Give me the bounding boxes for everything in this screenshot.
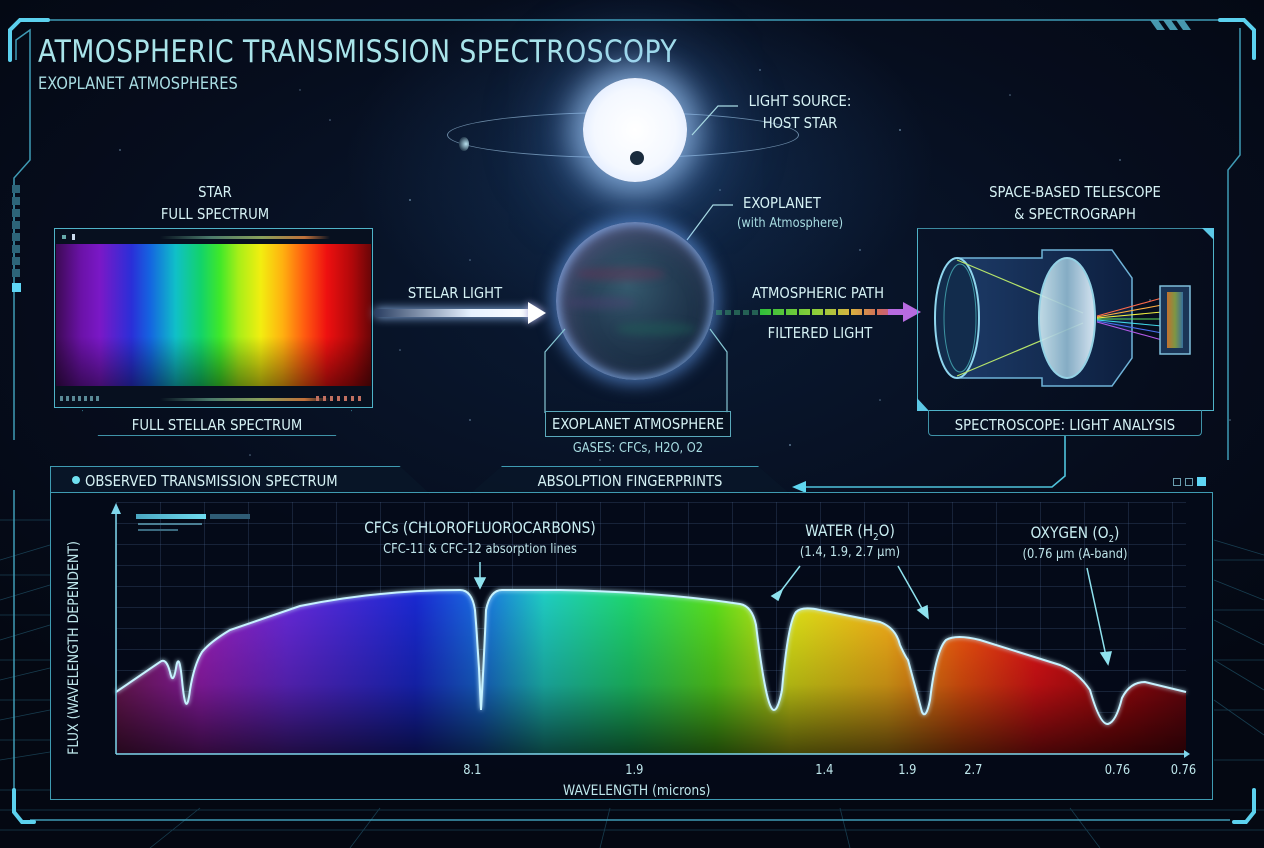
exoplanet-label: EXOPLANET bbox=[743, 194, 821, 212]
page-dot-2[interactable] bbox=[1185, 478, 1193, 486]
stellar-light-beam bbox=[375, 309, 535, 317]
analysis-connector-arrow bbox=[792, 436, 1066, 493]
filtered-light-label: FILTERED LIGHT bbox=[767, 324, 873, 342]
page-subtitle: EXOPLANET ATMOSPHERES bbox=[38, 74, 238, 94]
stellar-light-label: STELAR LIGHT bbox=[407, 284, 503, 302]
cfc-annotation-sub: CFC-11 & CFC-12 absorption lines bbox=[383, 542, 577, 557]
chart-readout-bar-2 bbox=[210, 514, 250, 519]
x-tick-label: 8.1 bbox=[463, 763, 482, 778]
spectrum-top-status-bar bbox=[160, 236, 330, 239]
exoplanet-sphere bbox=[556, 222, 714, 380]
star-leader-line bbox=[691, 105, 738, 136]
exoplanet-atmosphere-box bbox=[545, 411, 731, 437]
tab-observed-transmission-spectrum[interactable] bbox=[50, 466, 430, 494]
x-tick-label: 1.9 bbox=[898, 763, 917, 778]
tab-indicator-dot bbox=[72, 476, 80, 484]
atmospheric-path-label: ATMOSPHERIC PATH bbox=[751, 284, 885, 302]
telescope-heading-1: SPACE-BASED TELESCOPE bbox=[989, 183, 1161, 201]
telescope-illustration bbox=[917, 228, 1214, 411]
x-tick-label: 2.7 bbox=[964, 763, 983, 778]
oxygen-annotation-sub: (0.76 µm (A-band) bbox=[1022, 547, 1128, 562]
stellar-spectrum-gradient bbox=[56, 244, 371, 386]
orbiting-moon bbox=[459, 137, 469, 151]
exoplanet-atmosphere-title: EXOPLANET ATMOSPHERE bbox=[551, 415, 725, 433]
page-dot-3-active[interactable] bbox=[1197, 477, 1206, 486]
chart-readout-line bbox=[138, 523, 202, 525]
star-spectrum-heading-1: STAR bbox=[198, 183, 232, 201]
telescope-caption-tab bbox=[928, 410, 1202, 436]
host-star-label-2: HOST STAR bbox=[762, 114, 838, 132]
x-tick-label: 1.9 bbox=[625, 763, 644, 778]
telescope-heading-2: & SPECTROGRAPH bbox=[1014, 205, 1136, 223]
x-tick-label: 1.4 bbox=[815, 763, 834, 778]
cfc-annotation-title: CFCs (CHLOROFLUOROCARBONS) bbox=[364, 518, 596, 537]
page-dot-1[interactable] bbox=[1173, 478, 1181, 486]
x-tick-label: 0.76 bbox=[1104, 763, 1131, 778]
star-spectrum-heading-2: FULL SPECTRUM bbox=[160, 205, 270, 223]
tab-observed-label: OBSERVED TRANSMISSION SPECTRUM bbox=[85, 472, 338, 490]
spectrum-bottom-status-bar bbox=[160, 398, 330, 401]
transiting-planet bbox=[630, 151, 644, 165]
atmosphere-bracket bbox=[544, 328, 728, 413]
spectrum-bottom-markers bbox=[316, 396, 364, 401]
water-annotation-title: WATER (H2O) bbox=[805, 521, 895, 544]
oxygen-annotation-title: OXYGEN (O2) bbox=[1030, 523, 1120, 546]
chart-readout-line-2 bbox=[138, 529, 178, 531]
spectrum-bottom-readout bbox=[60, 396, 100, 401]
chart-readout-bar bbox=[136, 514, 206, 519]
filtered-light-arrowhead bbox=[903, 302, 921, 322]
tab-fingerprints-label: ABSOLPTION FINGERPRINTS bbox=[537, 472, 723, 490]
page-title: ATMOSPHERIC TRANSMISSION SPECTROSCOPY bbox=[38, 34, 678, 70]
y-axis-label: FLUX (WAVELENGTH DEPENDENT) bbox=[66, 541, 82, 755]
telescope-caption: SPECTROSCOPE: LIGHT ANALYSIS bbox=[954, 416, 1176, 434]
host-star-label-1: LIGHT SOURCE: bbox=[748, 92, 852, 110]
exoplanet-leader-line bbox=[686, 204, 733, 241]
water-annotation-sub: (1.4, 1.9, 2.7 µm) bbox=[799, 545, 901, 560]
spectrum-top-indicator bbox=[72, 234, 75, 240]
spectrum-caption: FULL STELLAR SPECTRUM bbox=[131, 416, 303, 434]
x-tick-label: 0.76 bbox=[1170, 763, 1197, 778]
filtered-light-beam bbox=[760, 309, 900, 315]
telescope-panel bbox=[917, 228, 1214, 411]
exoplanet-gases: GASES: CFCs, H2O, O2 bbox=[572, 441, 704, 456]
tab-absorption-fingerprints[interactable] bbox=[470, 466, 790, 494]
filtered-light-shaft bbox=[888, 309, 904, 315]
x-axis-label: WAVELENGTH (microns) bbox=[563, 783, 711, 799]
exoplanet-sublabel: (with Atmosphere) bbox=[736, 216, 844, 231]
spectrum-top-indicator bbox=[62, 235, 66, 239]
stellar-light-arrowhead bbox=[528, 302, 546, 324]
filtered-light-dashes bbox=[716, 310, 760, 315]
